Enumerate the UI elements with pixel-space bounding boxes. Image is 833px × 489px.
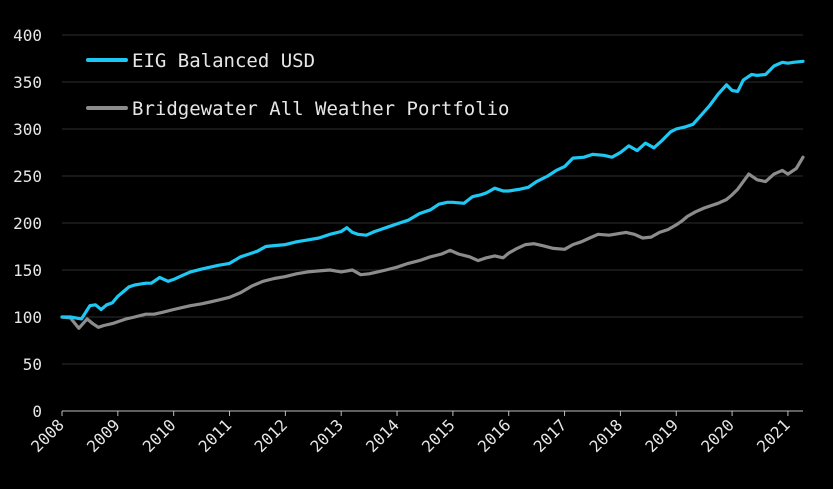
y-tick-label-300: 300 bbox=[13, 120, 42, 139]
x-tick-label-2018: 2018 bbox=[586, 415, 627, 456]
legend-label-0: EIG Balanced USD bbox=[132, 50, 315, 72]
y-tick-label-200: 200 bbox=[13, 214, 42, 233]
gridlines bbox=[62, 34, 803, 365]
x-tick-label-2017: 2017 bbox=[530, 415, 571, 456]
x-tick-label-2015: 2015 bbox=[418, 415, 459, 456]
x-tick-label-2019: 2019 bbox=[641, 415, 682, 456]
y-tick-label-0: 0 bbox=[32, 402, 42, 421]
x-tick-label-2009: 2009 bbox=[83, 415, 124, 456]
y-tick-label-350: 350 bbox=[13, 73, 42, 92]
x-tick-label-2011: 2011 bbox=[195, 415, 236, 456]
x-tick-label-2012: 2012 bbox=[251, 415, 292, 456]
x-tick-label-2021: 2021 bbox=[753, 415, 794, 456]
series-lines bbox=[60, 59, 805, 330]
legend: EIG Balanced USD Bridgewater All Weather … bbox=[86, 50, 510, 120]
x-tick-label-2010: 2010 bbox=[139, 415, 180, 456]
y-tick-label-400: 400 bbox=[13, 26, 42, 45]
x-tick-label-2008: 2008 bbox=[27, 415, 68, 456]
x-axis-tick-labels: 2008 2009 2010 2011 2012 2013 2014 2015 2016 2017… bbox=[27, 411, 794, 456]
y-axis-tick-labels: 0 50 100 150 200 250 300 350 400 bbox=[13, 26, 42, 421]
x-tick-label-2016: 2016 bbox=[474, 415, 515, 456]
series-line-0 bbox=[60, 59, 805, 321]
x-tick-label-2020: 2020 bbox=[697, 415, 738, 456]
y-tick-label-150: 150 bbox=[13, 261, 42, 280]
y-tick-label-100: 100 bbox=[13, 308, 42, 327]
legend-label-1: Bridgewater All Weather Portfolio bbox=[132, 98, 510, 120]
x-tick-label-2014: 2014 bbox=[362, 415, 403, 456]
y-tick-label-250: 250 bbox=[13, 167, 42, 186]
series-line-1 bbox=[60, 155, 805, 330]
y-tick-label-50: 50 bbox=[23, 355, 42, 374]
x-tick-label-2013: 2013 bbox=[306, 415, 347, 456]
